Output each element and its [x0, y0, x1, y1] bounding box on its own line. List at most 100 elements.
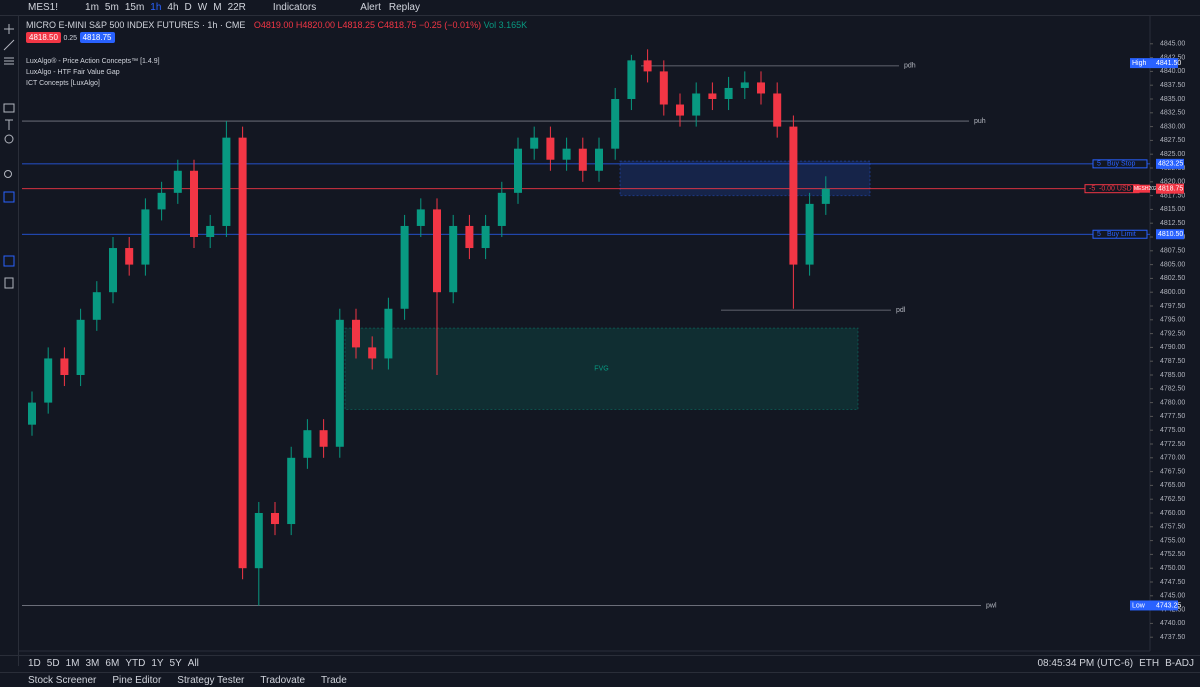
symbol[interactable]: MES1!: [28, 2, 59, 13]
session[interactable]: ETH: [1139, 657, 1160, 669]
candle-body: [676, 104, 684, 116]
candle-body: [28, 402, 36, 425]
timeframe[interactable]: M: [213, 2, 222, 13]
alert-button[interactable]: Alert: [360, 2, 381, 13]
y-tick-label: 4750.00: [1160, 565, 1185, 572]
timeframe[interactable]: W: [197, 2, 208, 13]
timeframe[interactable]: D: [184, 2, 192, 13]
volume: Vol 3.165K: [483, 20, 528, 30]
indicator-name: LuxAlgo® - Price Action Concepts™ [1.4.9…: [26, 58, 160, 65]
timeframe[interactable]: 22R: [227, 2, 246, 13]
zoom-tool[interactable]: [4, 170, 12, 178]
range-button[interactable]: 5Y: [169, 657, 182, 669]
price-tag: [1156, 158, 1184, 169]
candle-body: [206, 225, 215, 237]
y-tick-label: 4840.00: [1160, 68, 1185, 75]
y-tick-label: 4757.50: [1160, 524, 1185, 531]
candle-body: [659, 71, 668, 105]
zone-label: FVG: [594, 366, 608, 373]
candle-body: [125, 248, 134, 265]
y-tick-label: 4795.00: [1160, 317, 1185, 324]
y-tick-label: 4832.50: [1160, 110, 1185, 117]
candle-body: [384, 308, 393, 359]
range-button[interactable]: 6M: [105, 657, 120, 669]
fib-tool[interactable]: [4, 57, 14, 65]
candle-body: [173, 170, 182, 193]
trash-tool[interactable]: [4, 277, 14, 289]
candle-body: [740, 82, 749, 88]
candle-body: [643, 60, 652, 72]
candle-body: [416, 209, 425, 226]
trend-tool[interactable]: [3, 39, 15, 51]
y-tick-label: 4775.00: [1160, 427, 1185, 434]
buy-button[interactable]: 4818.75: [79, 32, 115, 43]
range-button[interactable]: 5D: [46, 657, 60, 669]
text-tool[interactable]: [5, 119, 13, 130]
magnet-tool[interactable]: [3, 191, 15, 203]
icon-tool[interactable]: [4, 134, 14, 144]
y-tick-label: 4740.00: [1160, 620, 1185, 627]
y-tick-label: 4827.50: [1160, 137, 1185, 144]
timeframe[interactable]: 1m: [85, 2, 99, 13]
sell-button[interactable]: 4818.50: [26, 32, 61, 43]
clock: 08:45:34 PM (UTC-6): [1037, 657, 1134, 669]
y-tick-label: 4755.00: [1160, 537, 1185, 544]
range-button[interactable]: 1Y: [151, 657, 164, 669]
range-button[interactable]: 1D: [28, 657, 41, 669]
y-tick-label: 4812.50: [1160, 220, 1185, 227]
y-tick-label: 4752.50: [1160, 551, 1185, 558]
timeframes: 1m 5m 15m 1h 4h D W M 22R: [82, 2, 249, 13]
y-tick-label: 4842.50: [1160, 54, 1185, 61]
price-tag-label: 4823.25: [1158, 161, 1183, 168]
y-tick-label: 4767.50: [1160, 468, 1185, 475]
candle-body: [319, 430, 328, 447]
candle-body: [60, 358, 69, 375]
y-tick-label: 4830.00: [1160, 123, 1185, 130]
indicator-row: LuxAlgo - HTF Fair Value Gap: [26, 67, 160, 78]
candle-body: [692, 93, 701, 116]
order-qty: -5: [1089, 186, 1095, 193]
indicators-button[interactable]: Indicators: [272, 2, 317, 13]
timeframe[interactable]: 1h: [150, 2, 162, 13]
y-tick-label: 4845.00: [1160, 41, 1185, 48]
candle-body: [368, 347, 377, 359]
y-tick-label: 4800.00: [1160, 289, 1185, 296]
rect-tool[interactable]: [3, 103, 15, 113]
range-button[interactable]: 3M: [85, 657, 100, 669]
tab[interactable]: Trade: [321, 675, 347, 686]
timeframe[interactable]: 15m: [124, 2, 145, 13]
spread: 0.25: [63, 35, 78, 42]
drawing-toolbar: [0, 16, 19, 666]
range-button[interactable]: All: [187, 657, 199, 669]
lock-tool[interactable]: [3, 255, 15, 267]
candle-body: [611, 99, 620, 149]
timeframe[interactable]: 5m: [104, 2, 119, 13]
range-button[interactable]: 1M: [65, 657, 80, 669]
tab[interactable]: Strategy Tester: [177, 675, 245, 686]
timeframe[interactable]: 4h: [167, 2, 179, 13]
y-tick-label: 4805.00: [1160, 261, 1185, 268]
candle-body: [514, 148, 522, 193]
candle-body: [238, 137, 247, 569]
tab[interactable]: Tradovate: [260, 675, 306, 686]
candle-body: [400, 225, 409, 309]
range-button[interactable]: YTD: [125, 657, 146, 669]
y-tick-label: 4782.50: [1160, 386, 1185, 393]
order-qty: 5: [1097, 231, 1101, 238]
tab[interactable]: Pine Editor: [112, 675, 162, 686]
crosshair-tool[interactable]: [4, 24, 14, 34]
replay-button[interactable]: Replay: [388, 2, 420, 13]
y-tick-label: 4815.00: [1160, 206, 1185, 213]
candle-body: [724, 87, 733, 99]
extreme-tag: [1130, 58, 1178, 69]
adjust[interactable]: B-ADJ: [1165, 657, 1194, 669]
candle-body: [190, 170, 198, 237]
order-label: Buy Limit: [1107, 231, 1136, 238]
y-tick-label: 4747.50: [1160, 579, 1185, 586]
extreme-value: 4841.50: [1156, 60, 1181, 67]
y-tick-label: 4785.00: [1160, 372, 1185, 379]
y-tick-label: 4802.50: [1160, 275, 1185, 282]
tab[interactable]: Stock Screener: [28, 675, 97, 686]
level-label: pdl: [896, 307, 906, 314]
